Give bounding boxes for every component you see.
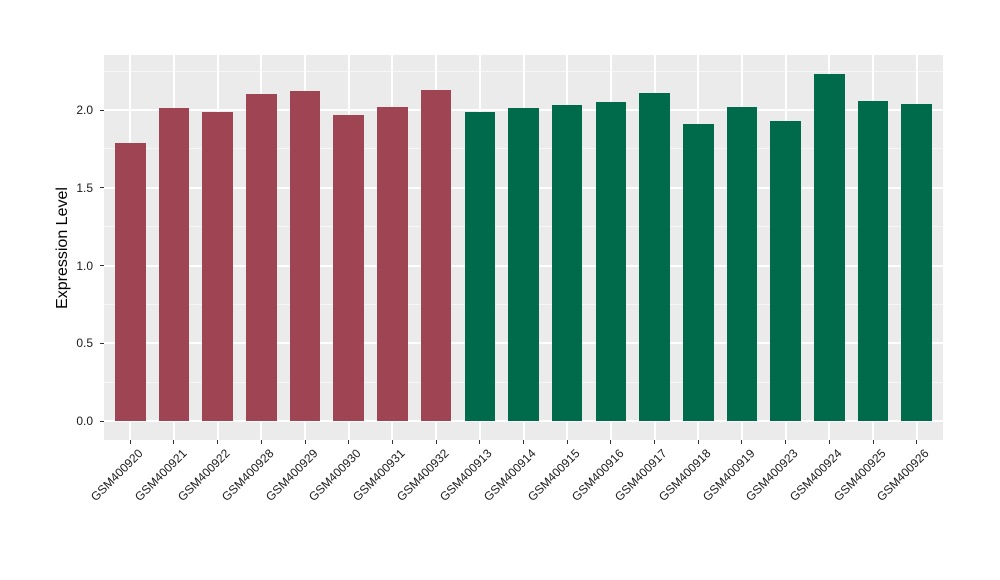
y-tick-mark [100,109,104,111]
x-tick-mark [872,440,874,444]
bar-GSM400926 [901,103,933,421]
y-tick-label: 0.0 [76,414,93,428]
x-tick-mark [523,440,524,444]
bar-GSM400913 [464,111,496,421]
x-tick-mark [654,440,656,444]
bar-GSM400918 [682,123,714,421]
bar-GSM400923 [770,120,801,421]
bar-GSM400916 [595,102,627,421]
bar-GSM400924 [814,74,845,421]
x-tick-mark [785,440,787,444]
bar-GSM400922 [202,111,233,421]
x-tick-mark [828,440,830,444]
x-tick-mark [697,440,699,444]
bar-GSM400915 [551,105,583,421]
plot-panel [104,55,943,440]
bar-GSM400917 [639,92,670,421]
x-tick-mark [129,440,131,444]
x-tick-mark [916,440,918,444]
y-tick-label: 1.5 [76,180,93,195]
y-tick-mark [100,420,104,422]
bar-GSM400930 [333,114,364,421]
x-tick-mark [435,440,437,444]
bar-GSM400929 [289,91,321,421]
y-tick-label: 1.0 [76,258,93,273]
bar-GSM400932 [420,89,452,421]
y-tick-mark [100,187,104,189]
x-tick-mark [391,440,393,444]
x-tick-mark [741,440,743,444]
x-tick-mark [173,440,175,444]
bar-GSM400920 [114,142,146,421]
bar-GSM400925 [857,100,889,421]
x-tick-mark [348,440,350,444]
x-tick-mark [566,440,568,444]
bar-GSM400919 [726,106,758,421]
x-tick-mark [479,440,481,444]
y-tick-label: 2.0 [76,103,93,117]
y-axis-title: Expression Level [54,186,71,309]
x-tick-mark [217,440,219,444]
bar-GSM400928 [246,94,277,421]
x-tick-mark [260,440,262,444]
y-tick-label: 0.5 [76,336,93,351]
bar-GSM400921 [158,108,190,421]
bar-GSM400931 [377,106,408,421]
y-tick-mark [100,342,104,344]
y-tick-mark [100,265,104,266]
bar-GSM400914 [508,108,539,421]
x-tick-mark [610,440,612,444]
x-tick-mark [304,440,306,444]
